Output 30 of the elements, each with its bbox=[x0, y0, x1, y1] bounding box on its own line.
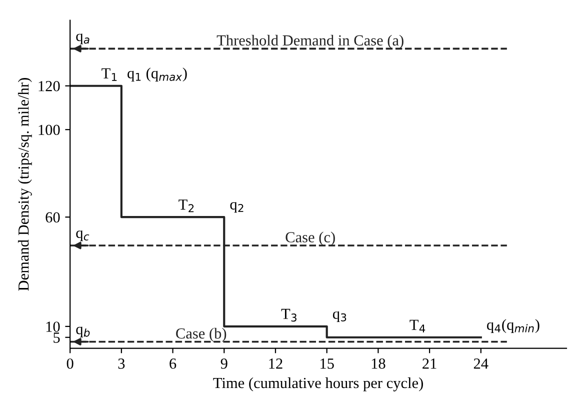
annotation: q$_{1}$ (q$_{max}$) bbox=[128, 68, 187, 82]
y-tick-label: 100 bbox=[38, 124, 60, 136]
annotation: T$_{1}$ bbox=[102, 68, 117, 81]
ref-line-label: Case (b) bbox=[176, 328, 226, 342]
annotation: q$_{b}$ bbox=[76, 326, 90, 338]
x-tick-label: 24 bbox=[474, 358, 488, 369]
x-tick-label: 0 bbox=[66, 358, 74, 369]
annotation: T$_{2}$ bbox=[178, 200, 194, 212]
x-tick-label: 15 bbox=[320, 358, 334, 369]
annotation: T$_{3}$ bbox=[281, 308, 296, 322]
y-tick-label: 60 bbox=[46, 212, 60, 223]
ref-line-label: Threshold Demand in Case (a) bbox=[216, 34, 404, 49]
x-axis-title: Time (cumulative hours per cycle) bbox=[213, 377, 423, 392]
x-tick-label: 21 bbox=[422, 358, 436, 369]
x-tick-label: 9 bbox=[220, 358, 228, 369]
y-tick-label: 10 bbox=[46, 322, 60, 332]
x-tick-label: 18 bbox=[372, 358, 386, 369]
y-tick-label: 5 bbox=[54, 332, 60, 343]
y-axis-title: Demand Density (trips/sq. mile/hr) bbox=[18, 78, 32, 291]
annotation: q$_{2}$ bbox=[230, 202, 244, 213]
annotation: q$_{4}$(q$_{min}$) bbox=[487, 319, 540, 333]
annotation: T$_{4}$ bbox=[410, 320, 426, 332]
x-tick-label: 3 bbox=[118, 358, 125, 369]
x-tick-label: 6 bbox=[170, 358, 176, 369]
annotation: q$_{3}$ bbox=[332, 311, 346, 322]
ref-line-label: Case (c) bbox=[286, 232, 335, 246]
x-tick-label: 12 bbox=[269, 358, 282, 369]
annotation: q$_{c}$ bbox=[76, 230, 90, 242]
y-tick-label: 120 bbox=[38, 81, 60, 92]
annotation: q$_{a}$ bbox=[76, 34, 90, 44]
